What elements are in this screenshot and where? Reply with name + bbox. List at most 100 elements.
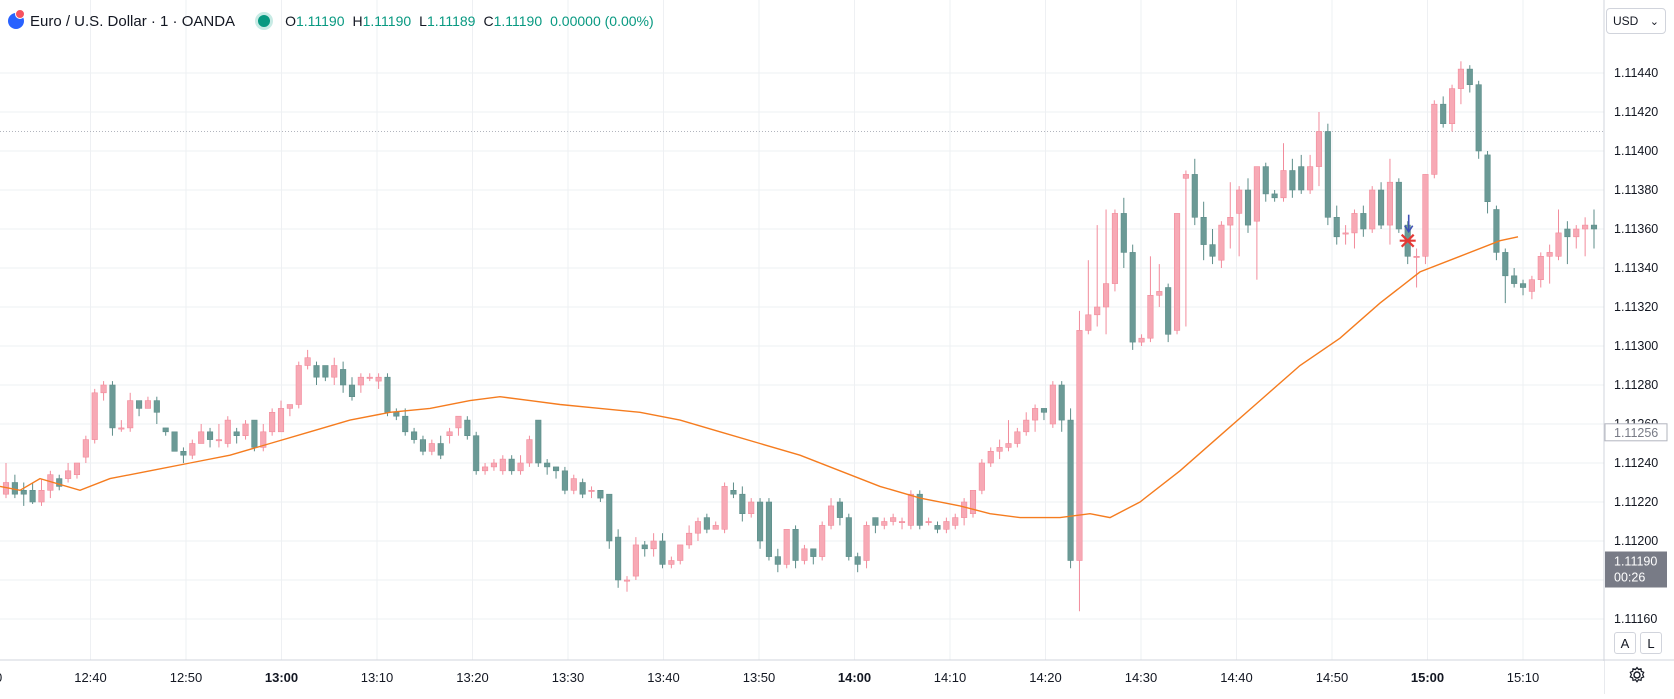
candle-body (1111, 213, 1118, 284)
candle-body (56, 478, 63, 487)
candle-body (1519, 283, 1527, 288)
candle-body (1280, 170, 1287, 199)
candle-body (570, 478, 577, 491)
candle-body (641, 544, 648, 550)
candle-body (597, 489, 604, 499)
candle-body (1271, 193, 1278, 199)
candle-body (907, 493, 914, 526)
candle-body (375, 376, 382, 382)
candle-body (1014, 431, 1021, 444)
candle-body (295, 365, 302, 405)
y-tick-label: 1.11360 (1614, 222, 1658, 236)
candle-body (1244, 189, 1252, 226)
candle-body (1103, 283, 1110, 308)
candle-body (1023, 419, 1030, 433)
candle-body (464, 419, 471, 437)
candle-body (1351, 213, 1358, 234)
candle-body (721, 486, 728, 530)
candle-body (819, 525, 826, 557)
signal-marker-icon (1399, 233, 1416, 248)
candle-body (1200, 217, 1207, 245)
symbol-title[interactable]: Euro / U.S. Dollar · 1 · OANDA (30, 12, 236, 30)
x-tick-label: 30 (0, 670, 2, 685)
candle-body (526, 439, 533, 464)
candle-body (1165, 287, 1172, 335)
candle-body (38, 489, 45, 503)
candle-body (579, 482, 586, 495)
candle-body (1475, 84, 1482, 152)
candle-body (340, 369, 347, 386)
candle-body (890, 517, 897, 522)
candle-body (419, 439, 427, 452)
candle-body (206, 431, 214, 440)
candle-body (1236, 189, 1243, 214)
chevron-down-icon: ⌄ (1649, 15, 1659, 28)
candle-body (82, 439, 89, 458)
candle-body (792, 528, 799, 561)
candle-body (1493, 209, 1500, 253)
candle-body (943, 521, 950, 530)
auto-scale-button[interactable]: A (1614, 632, 1636, 654)
candle-body (1537, 255, 1544, 280)
arrow-head (1404, 225, 1414, 234)
candle-body (1484, 154, 1491, 202)
time-axis[interactable] (0, 661, 1604, 694)
candle-body (650, 540, 657, 550)
candle-body (437, 443, 444, 456)
candle-body (1067, 419, 1074, 561)
candle-body (615, 536, 622, 581)
y-tick-label: 1.11420 (1614, 105, 1658, 119)
x-tick-label: 14:30 (1125, 670, 1158, 685)
gear-icon[interactable] (1628, 666, 1646, 684)
candle-body (1457, 68, 1464, 89)
candle-body (242, 423, 249, 436)
candle-body (490, 462, 497, 468)
candle-body (118, 427, 125, 430)
candle-body (1422, 174, 1429, 257)
candle-body (482, 466, 489, 472)
ohlc-values: O1.11190 H1.11190 L1.11189 C1.11190 0.00… (285, 13, 654, 29)
candle-body (1502, 252, 1509, 277)
candle-body (1058, 384, 1065, 421)
candle-body (623, 579, 631, 582)
y-tick-label: 1.11280 (1614, 378, 1658, 392)
candle-body (322, 365, 329, 378)
candle-body (215, 439, 222, 442)
candle-body (1262, 166, 1269, 195)
candle-body (544, 462, 551, 468)
currency-select-button[interactable]: USD ⌄ (1606, 8, 1666, 34)
candle-body (881, 521, 888, 526)
candle-body (1218, 224, 1225, 261)
y-tick-label: 1.11340 (1614, 261, 1658, 275)
candle-body (828, 505, 835, 526)
x-tick-label: 13:00 (265, 670, 298, 685)
candle-body (331, 365, 338, 378)
candle-body (455, 415, 462, 429)
candle-body (1085, 314, 1092, 331)
candle-body (1564, 228, 1571, 238)
candle-body (1528, 279, 1535, 292)
candle-body (348, 384, 356, 397)
y-tick-label: 1.11200 (1614, 534, 1658, 548)
candle-body (1209, 244, 1216, 257)
candle-body (411, 431, 418, 440)
candle-body (286, 404, 293, 409)
last-price-label: 1.11190 (1614, 555, 1657, 569)
candle-body (1147, 294, 1154, 339)
log-scale-button[interactable]: L (1640, 632, 1662, 654)
candle-body (535, 419, 542, 464)
candle-body (198, 431, 205, 444)
candle-body (1440, 103, 1447, 124)
x-tick-label: 14:40 (1220, 670, 1253, 685)
candle-body (1182, 174, 1189, 179)
candle-body (703, 517, 710, 530)
candle-body (446, 431, 453, 436)
candle-body (1191, 174, 1198, 218)
y-tick-label: 1.11320 (1614, 300, 1658, 314)
ohlc-high: H1.11190 (352, 13, 412, 29)
candle-body (765, 501, 772, 557)
candle-body (127, 400, 134, 429)
chart-legend-header: Euro / U.S. Dollar · 1 · OANDA O1.11190 … (8, 9, 654, 32)
